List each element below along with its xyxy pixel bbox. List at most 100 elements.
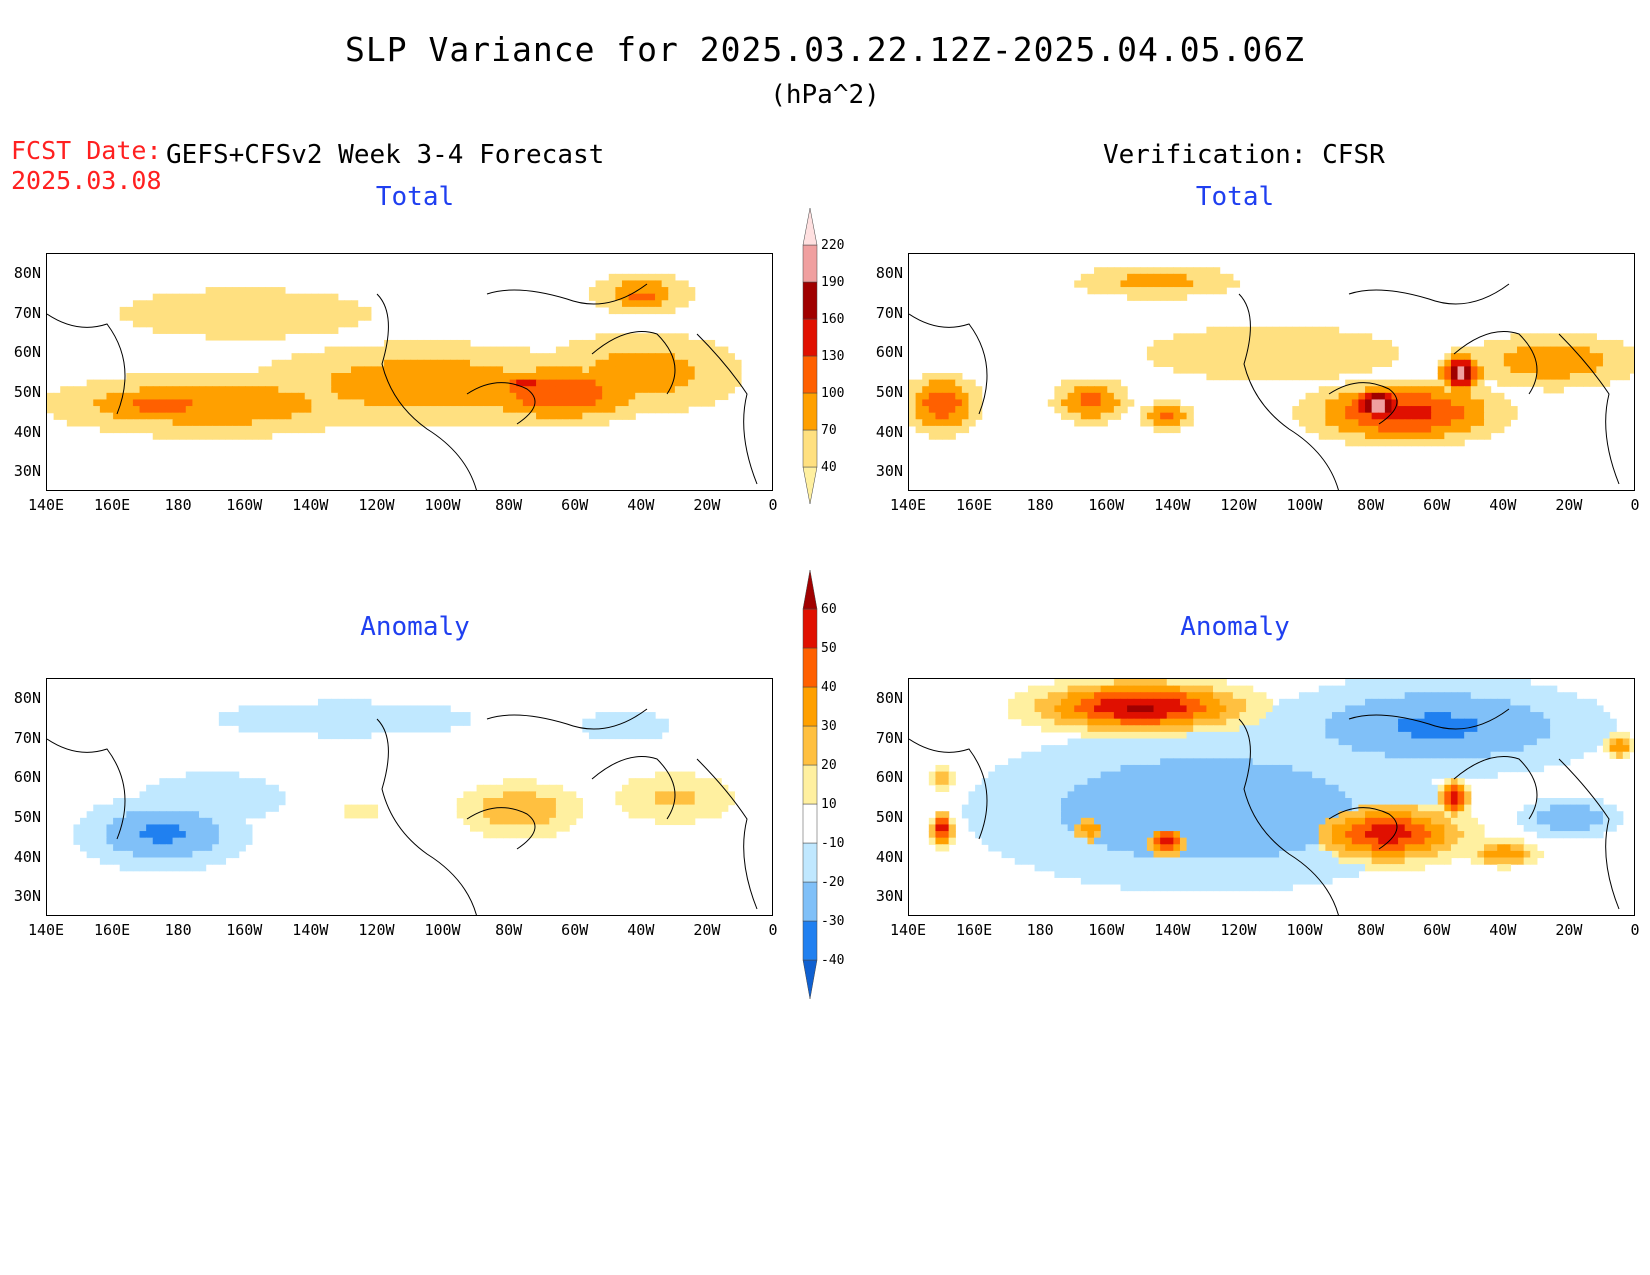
coastline xyxy=(1328,382,1398,425)
longitude-label: 40W xyxy=(627,921,655,939)
longitude-label: 160W xyxy=(226,496,263,514)
colorbar-tick-label: 50 xyxy=(821,641,837,656)
longitude-label: 100W xyxy=(1286,921,1323,939)
colorbar-tick-label: 40 xyxy=(821,460,837,475)
colorbar-tick-label: 220 xyxy=(821,238,844,253)
contour-field xyxy=(909,267,1634,490)
coastline xyxy=(591,331,676,395)
contour-field xyxy=(47,273,758,490)
coastline xyxy=(376,293,477,490)
coastline xyxy=(1453,756,1538,820)
colorbar-tick-label: 100 xyxy=(821,386,844,401)
total-colorbar: 40 70 100 130 160 190 220 xyxy=(802,208,844,505)
longitude-label: 60W xyxy=(561,496,589,514)
map-title: SLP Variance for 2025.03.22.12Z-2025.04.… xyxy=(345,30,1305,69)
longitude-label: 60W xyxy=(561,921,589,939)
verification-column-title: Verification: CFSR xyxy=(1103,140,1385,170)
latitude-label: 30N xyxy=(13,462,41,481)
coastline xyxy=(1348,708,1510,730)
latitude-label: 40N xyxy=(13,847,41,866)
longitude-label: 100W xyxy=(424,921,461,939)
colorbar-swatch xyxy=(802,920,818,961)
longitude-label: 40W xyxy=(1489,496,1517,514)
colorbar-swatch xyxy=(802,647,818,688)
longitude-label: 180 xyxy=(164,496,192,514)
colorbar-tick-label: -30 xyxy=(821,914,844,929)
colorbar-swatch xyxy=(802,318,818,357)
longitude-label: 120W xyxy=(358,496,395,514)
latitude-label: 80N xyxy=(13,688,41,707)
colorbar-swatch xyxy=(802,392,818,431)
latitude-label: 80N xyxy=(13,263,41,282)
coastline xyxy=(1558,333,1620,485)
longitude-label: 100W xyxy=(424,496,461,514)
forecast-anomaly-title: Anomaly xyxy=(360,612,470,642)
longitude-label: 120W xyxy=(1220,921,1257,939)
units-label: (hPa^2) xyxy=(770,80,880,110)
latitude-label: 70N xyxy=(13,728,41,747)
forecast-anomaly-map xyxy=(46,678,773,916)
latitude-label: 70N xyxy=(13,303,41,322)
longitude-label: 160E xyxy=(956,496,993,514)
longitude-label: 0 xyxy=(768,496,778,514)
colorbar-swatch xyxy=(802,881,818,922)
longitude-label: 160E xyxy=(94,921,131,939)
longitude-label: 20W xyxy=(1555,496,1583,514)
colorbar-tick-label: -40 xyxy=(821,953,844,968)
coastline xyxy=(696,333,758,485)
colorbar-swatch xyxy=(802,725,818,766)
longitude-label: 20W xyxy=(1555,921,1583,939)
latitude-label: 80N xyxy=(875,688,903,707)
forecast-total-map xyxy=(46,253,773,491)
coastline xyxy=(696,758,758,910)
coastline xyxy=(1328,807,1398,850)
longitude-label: 60W xyxy=(1423,496,1451,514)
colorbar-swatch xyxy=(802,959,818,1000)
latitude-label: 40N xyxy=(13,422,41,441)
colorbar-swatch xyxy=(802,686,818,727)
colorbar-swatch xyxy=(802,466,818,505)
latitude-label: 50N xyxy=(875,382,903,401)
colorbar-tick-label: 190 xyxy=(821,275,844,290)
longitude-label: 80W xyxy=(1357,496,1385,514)
colorbar-tick-label: -20 xyxy=(821,875,844,890)
verification-anomaly-title: Anomaly xyxy=(1180,612,1290,642)
latitude-label: 80N xyxy=(875,263,903,282)
verification-total-map xyxy=(908,253,1635,491)
coastline xyxy=(486,708,648,730)
longitude-label: 40W xyxy=(1489,921,1517,939)
forecast-column-title: GEFS+CFSv2 Week 3-4 Forecast xyxy=(166,140,605,170)
colorbar-swatch xyxy=(802,281,818,320)
coastline xyxy=(47,313,126,415)
coastline xyxy=(909,738,988,840)
latitude-label: 60N xyxy=(875,343,903,362)
coastline xyxy=(1238,293,1339,490)
longitude-label: 80W xyxy=(1357,921,1385,939)
longitude-label: 140W xyxy=(1154,921,1191,939)
longitude-label: 40W xyxy=(627,496,655,514)
colorbar-tick-label: 130 xyxy=(821,349,844,364)
fcst-date-value: 2025.03.08 xyxy=(11,166,162,195)
latitude-label: 50N xyxy=(13,382,41,401)
longitude-label: 0 xyxy=(1630,496,1640,514)
longitude-label: 60W xyxy=(1423,921,1451,939)
longitude-label: 20W xyxy=(693,496,721,514)
longitude-label: 180 xyxy=(164,921,192,939)
coastline xyxy=(1348,283,1510,305)
colorbar-swatch xyxy=(802,570,818,610)
colorbar-swatch xyxy=(802,842,818,883)
colorbar-tick-label: 160 xyxy=(821,312,844,327)
colorbar-swatch xyxy=(802,429,818,468)
fcst-date-label: FCST Date: xyxy=(11,136,162,165)
coastline xyxy=(466,807,536,850)
contour-field xyxy=(909,679,1634,915)
longitude-label: 160W xyxy=(226,921,263,939)
latitude-label: 60N xyxy=(875,768,903,787)
colorbar-tick-label: 10 xyxy=(821,797,837,812)
latitude-label: 70N xyxy=(875,728,903,747)
longitude-label: 160E xyxy=(94,496,131,514)
latitude-label: 60N xyxy=(13,343,41,362)
coastline xyxy=(1453,331,1538,395)
latitude-label: 40N xyxy=(875,422,903,441)
longitude-label: 120W xyxy=(1220,496,1257,514)
